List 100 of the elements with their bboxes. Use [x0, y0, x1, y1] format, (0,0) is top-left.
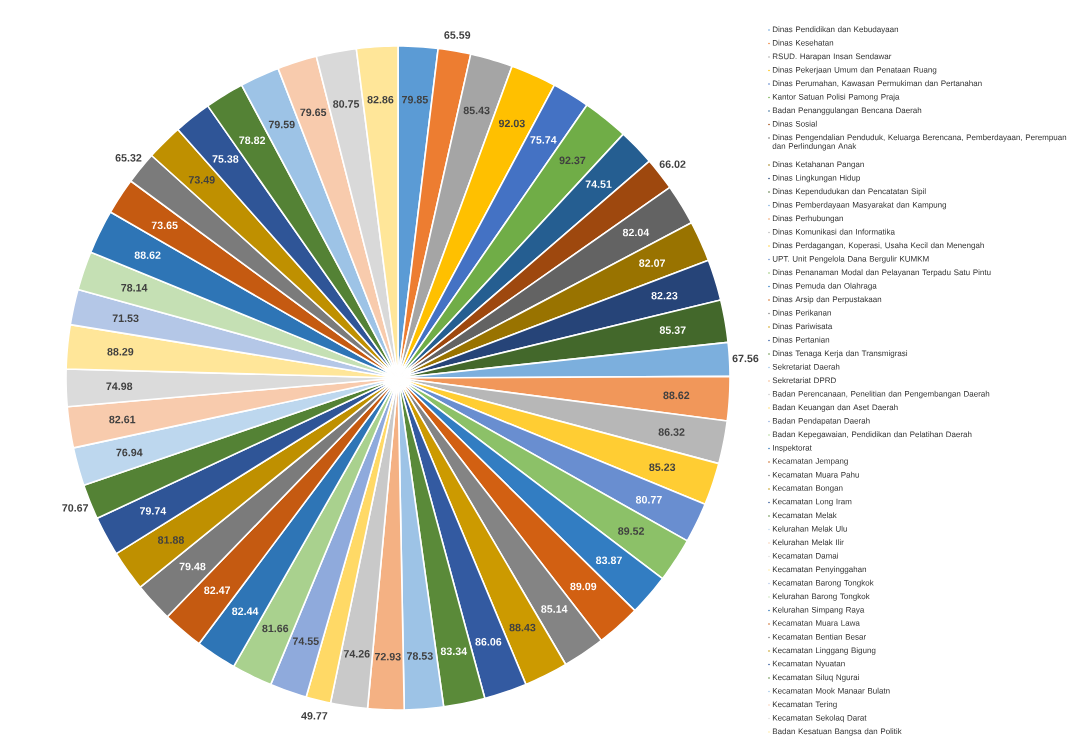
legend-label: Kecamatan Bentian Besar [772, 633, 866, 640]
data-label: 74.26 [343, 650, 370, 658]
data-label: 82.07 [639, 259, 665, 267]
legend-label: Kecamatan Siluq Ngurai [772, 674, 859, 682]
data-label: 88.62 [134, 251, 161, 259]
legend-label: Dinas Pariwisata [772, 323, 833, 330]
legend-label: Kecamatan Bongan [772, 485, 843, 493]
data-label: 85.43 [463, 106, 490, 115]
data-label: 82.61 [109, 415, 136, 424]
legend-label: Badan Kepegawaian, Pendidikan dan Pelatihan Daerah [772, 431, 972, 439]
legend-label: Dinas Kependudukan dan Pencatatan Sipil [772, 188, 926, 196]
legend-label: Dinas Tenaga Kerja dan Transmigrasi [772, 350, 908, 358]
data-label: 85.14 [541, 605, 568, 613]
legend-label: Kecamatan Nyuatan [772, 660, 845, 668]
legend-label: Dinas Penanaman Modal dan Pelayanan Terpadu Satu Pintu [772, 269, 991, 277]
data-label: 79.48 [179, 562, 206, 571]
data-label: 82.44 [232, 607, 259, 615]
legend-label: Dinas Kesehatan [772, 39, 834, 46]
legend-label: Dinas Arsip dan Perpustakaan [772, 296, 882, 304]
data-label: 76.94 [116, 448, 143, 457]
legend-label: Kelurahan Melak Ulu [772, 525, 847, 532]
legend-label: Kelurahan Simpang Raya [772, 606, 865, 615]
data-label: 85.37 [659, 326, 686, 334]
data-label: 65.59 [444, 31, 471, 39]
data-label: 49.77 [301, 712, 328, 720]
data-label: 82.04 [622, 228, 650, 237]
data-label: 86.06 [475, 638, 502, 646]
data-label: 92.03 [498, 119, 525, 128]
legend-label: Kecamatan Penyinggahan [772, 566, 867, 574]
data-label: 73.65 [151, 221, 178, 230]
data-label: 85.23 [649, 463, 676, 471]
legend-label: UPT. Unit Pengelola Dana Bergulir KUMKM [772, 255, 929, 264]
legend-label: Kelurahan Melak Ilir [772, 539, 844, 546]
data-label: 70.67 [62, 504, 89, 512]
data-label: 72.93 [374, 652, 401, 661]
legend-label: Kecamatan Damai [772, 552, 838, 559]
data-label: 66.02 [659, 160, 686, 168]
legend-label: Badan Kesatuan Bangsa dan Politik [772, 728, 902, 736]
data-label: 82.47 [204, 586, 231, 595]
data-label: 88.43 [509, 623, 536, 632]
legend-label: Dinas Pertanian [772, 336, 830, 343]
data-label: 79.59 [268, 120, 295, 129]
legend-label: Kecamatan Muara Lawa [772, 620, 860, 626]
legend-label: Dinas Perumahan, Kawasan Permukiman dan Pertanahan [772, 80, 982, 88]
legend-label: Kecamatan Muara Pahu [772, 471, 859, 478]
data-label: 79.65 [300, 108, 327, 117]
data-label: 65.32 [115, 154, 142, 162]
data-label: 80.75 [333, 100, 360, 108]
data-label: 89.09 [570, 582, 597, 591]
legend-label: Badan Penanggulangan Bencana Daerah [772, 107, 922, 115]
legend-label: Sekretariat Daerah [772, 363, 840, 370]
legend-label: Kelurahan Barong Tongkok [772, 593, 870, 601]
legend-label: Dinas Pemberdayaan Masyarakat dan Kampung [772, 201, 947, 210]
data-label: 81.66 [262, 624, 289, 633]
legend-label: Kantor Satuan Polisi Pamong Praja [772, 93, 900, 102]
data-label: 83.34 [440, 647, 468, 656]
legend-label: Kecamatan Sekolaq Darat [772, 714, 867, 723]
legend-label: Dinas Pemuda dan Olahraga [772, 282, 877, 291]
legend-label: Dinas Ketahanan Pangan [772, 161, 864, 169]
data-label: 81.88 [157, 536, 184, 544]
legend-label: RSUD. Harapan Insan Sendawar [772, 53, 892, 61]
data-label: 74.98 [106, 382, 133, 391]
data-label: 74.51 [585, 180, 612, 188]
data-label: 82.23 [651, 291, 678, 300]
data-label: 80.77 [635, 495, 662, 504]
data-label: 92.37 [559, 156, 586, 165]
data-label: 78.82 [239, 136, 266, 145]
legend-label: Dinas Perikanan [772, 309, 831, 316]
data-label: 71.53 [112, 314, 139, 323]
data-label: 88.29 [107, 347, 134, 356]
legend-label: Dinas Lingkungan Hidup [772, 174, 860, 183]
data-label: 86.32 [658, 428, 685, 436]
legend-label: Badan Pendapatan Daerah [772, 417, 870, 426]
legend-label: Dinas Komunikasi dan Informatika [772, 228, 895, 235]
data-label: 75.74 [530, 136, 557, 144]
legend-label: Kecamatan Jempang [772, 458, 848, 466]
legend-label: Dinas Pengendalian Penduduk, Keluarga Berencana, Pemberdayaan, Perempuan dan Perlindungan Anak [772, 134, 1067, 151]
legend-label: Inspektorat [773, 444, 812, 453]
legend-label: Badan Keuangan dan Aset Daerah [772, 404, 898, 412]
legend-label: Badan Perencanaan, Penelitian dan Pengembangan Daerah [772, 390, 990, 399]
data-label: 89.52 [618, 527, 645, 535]
legend-label: Kecamatan Tering [772, 701, 837, 709]
legend-label: Sekretariat DPRD [772, 377, 836, 384]
legend-label: Dinas Pekerjaan Umum dan Penataan Ruang [772, 66, 937, 75]
data-label: 83.87 [595, 556, 622, 565]
legend-label: Kecamatan Long Iram [772, 498, 852, 506]
legend-label: Kecamatan Barong Tongkok [772, 579, 874, 588]
legend-label: Kecamatan Linggang Bigung [772, 647, 876, 655]
data-label: 67.56 [732, 354, 759, 363]
data-label: 75.38 [212, 155, 239, 163]
legend-label: Dinas Sosial [772, 120, 817, 127]
legend-label: Kecamatan Melak [772, 512, 837, 519]
legend-label: Dinas Perhubungan [772, 215, 843, 223]
data-label: 73.49 [188, 176, 215, 184]
legend-label: Dinas Pendidikan dan Kebudayaan [772, 26, 899, 34]
legend-label: Dinas Perdagangan, Koperasi, Usaha Kecil dan Menengah [772, 242, 984, 250]
legend-label: Kecamatan Mook Manaar Bulatn [772, 687, 890, 694]
data-label: 78.53 [406, 652, 433, 660]
data-label: 88.62 [663, 391, 690, 400]
data-label: 78.14 [121, 284, 148, 292]
